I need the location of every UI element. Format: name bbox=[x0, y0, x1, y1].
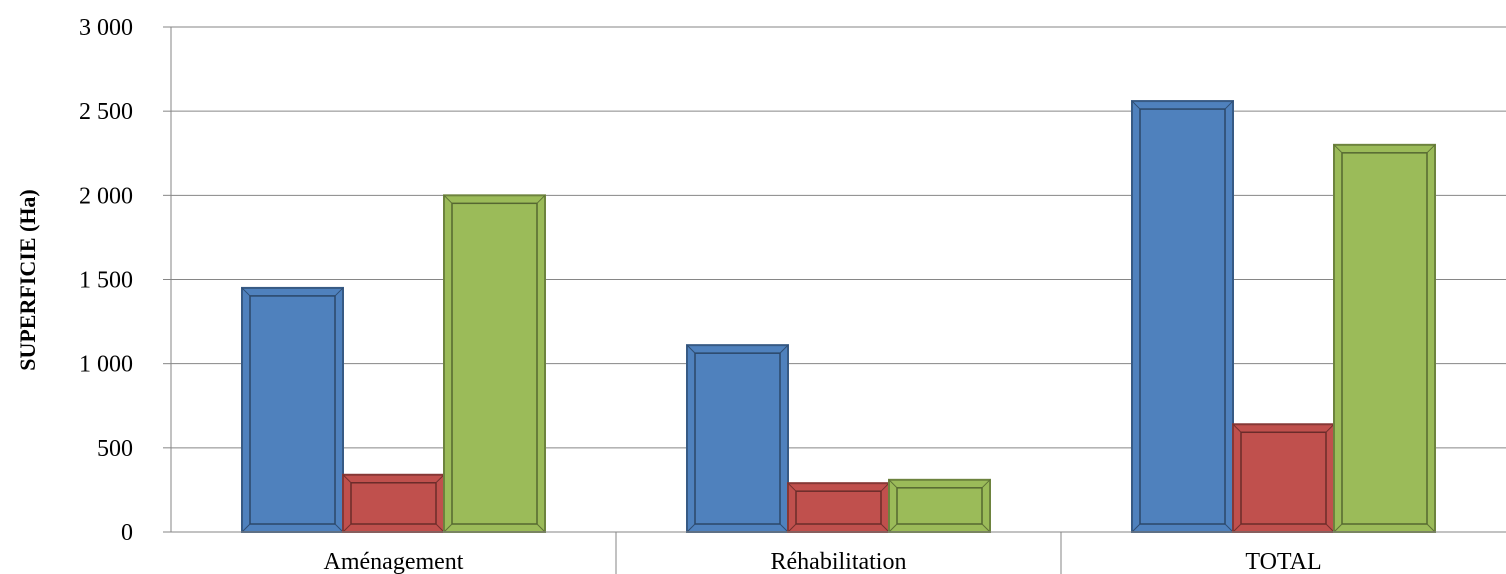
bar bbox=[443, 194, 546, 533]
bar bbox=[888, 478, 991, 534]
bar bbox=[787, 482, 890, 533]
y-tick-label: 0 bbox=[121, 520, 133, 546]
bars bbox=[241, 100, 1436, 534]
bar bbox=[1333, 143, 1436, 533]
y-tick-label: 1 000 bbox=[79, 352, 133, 378]
y-tick-label: 1 500 bbox=[79, 268, 133, 294]
tick-labels: 0 500 1 000 1 500 2 000 2 500 3 000 Aménagement… bbox=[79, 15, 1322, 574]
gridlines bbox=[171, 26, 1506, 449]
x-tick-label: Aménagement bbox=[324, 549, 464, 574]
bar bbox=[686, 344, 789, 533]
x-tick-label: Réhabilitation bbox=[771, 549, 907, 574]
y-tick-label: 500 bbox=[97, 436, 133, 462]
bar bbox=[1131, 100, 1234, 533]
bar bbox=[1232, 423, 1335, 533]
x-tick-label: TOTAL bbox=[1245, 549, 1321, 574]
y-tick-label: 3 000 bbox=[79, 15, 133, 41]
bar bbox=[342, 473, 445, 533]
y-tick-label: 2 000 bbox=[79, 183, 133, 209]
axes bbox=[163, 26, 1506, 574]
bar bbox=[241, 286, 344, 533]
y-tick-label: 2 500 bbox=[79, 99, 133, 125]
